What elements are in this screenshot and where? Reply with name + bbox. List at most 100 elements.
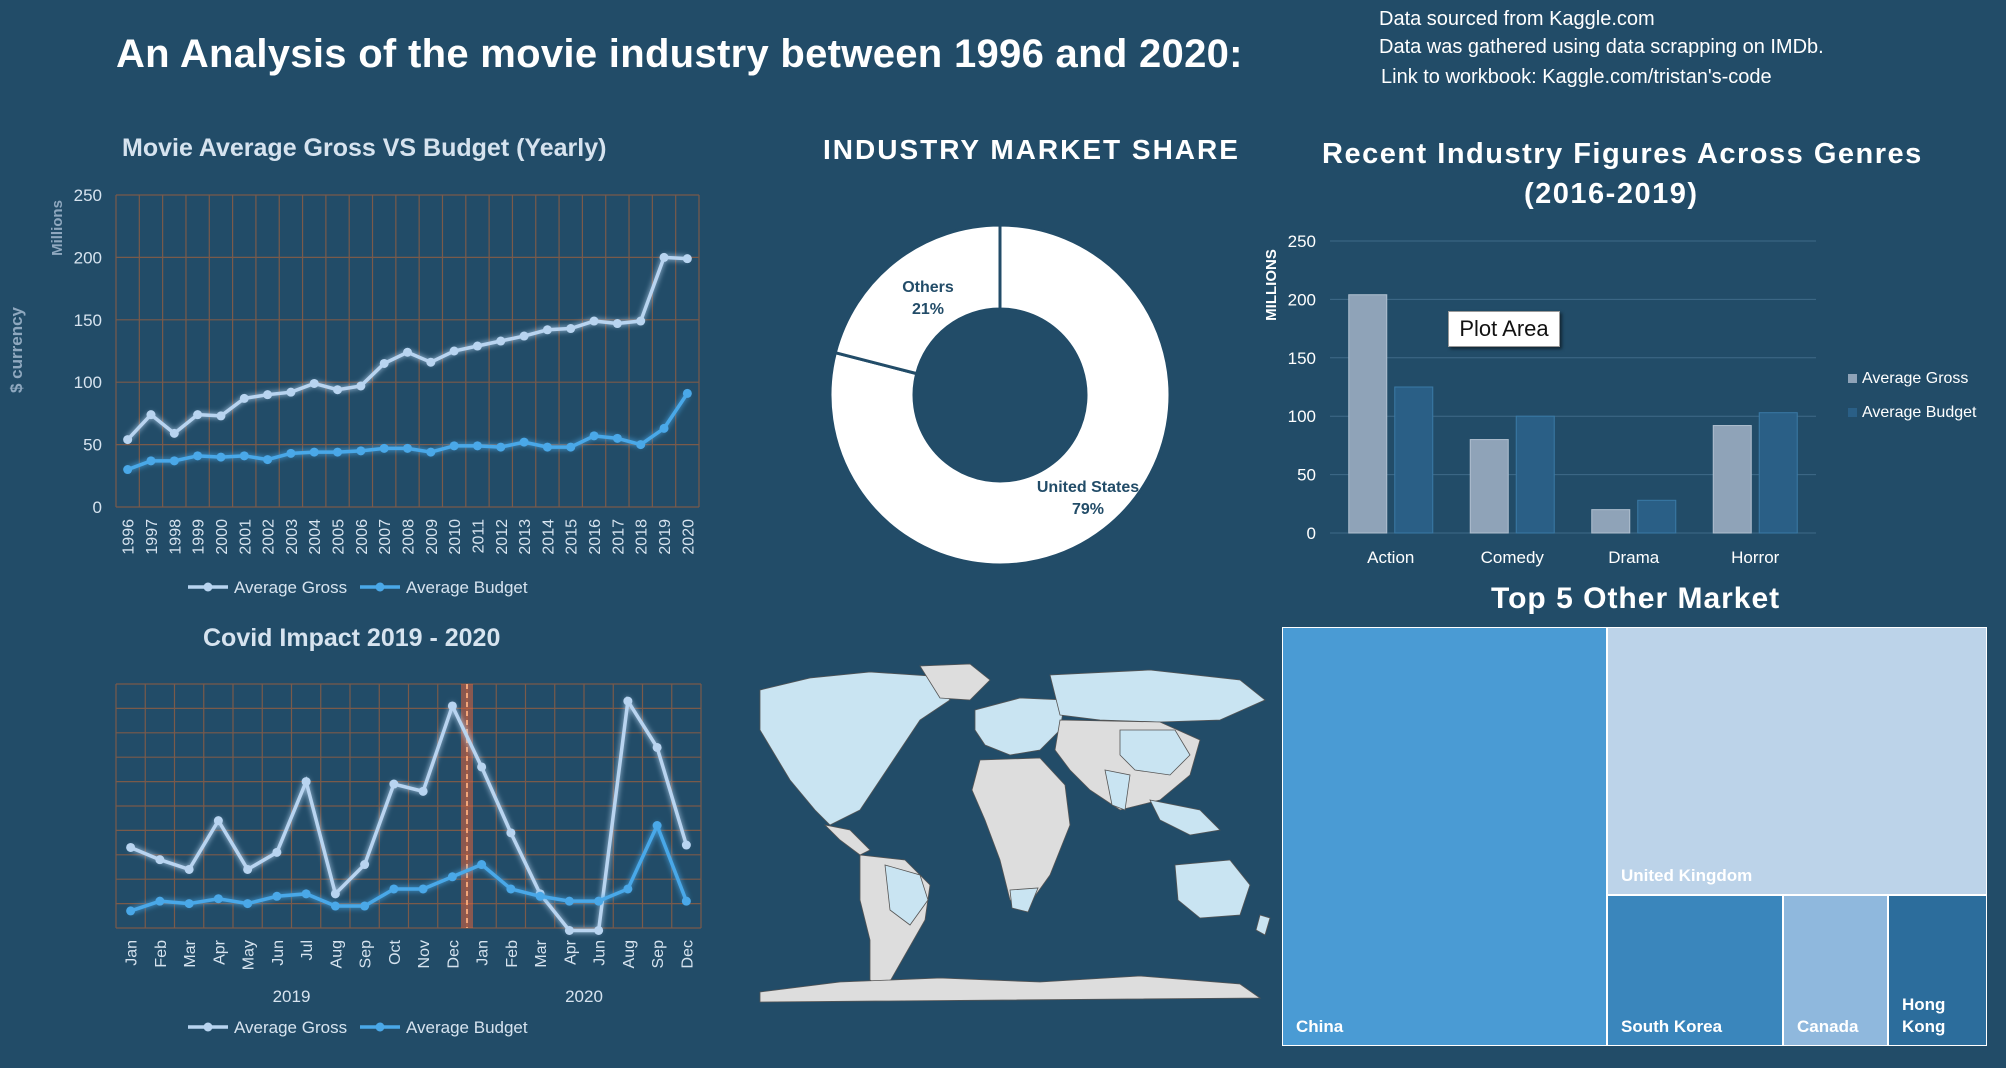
data-point <box>472 341 482 351</box>
map-brazil <box>884 864 929 926</box>
data-point <box>519 331 529 341</box>
data-point <box>426 357 436 367</box>
x-tick-label: Oct <box>387 939 404 964</box>
data-point <box>123 435 133 445</box>
data-point <box>184 864 194 874</box>
x-tick-label: 2008 <box>401 519 418 555</box>
data-point <box>360 901 370 911</box>
data-point <box>389 884 399 894</box>
data-point <box>243 899 253 909</box>
y-tick-label: 0 <box>93 498 102 517</box>
data-point <box>612 319 622 329</box>
map-new-zealand <box>1255 914 1271 936</box>
y-tick-label: 200 <box>1288 290 1316 309</box>
treemap-label: South Korea <box>1621 1017 1723 1036</box>
data-point <box>126 906 136 916</box>
y-tick-label: 50 <box>83 436 102 455</box>
x-tick-label: 2000 <box>214 519 231 555</box>
series-line-average-budget <box>127 392 689 472</box>
data-point <box>636 316 646 326</box>
data-point <box>594 925 604 935</box>
x-tick-label: Nov <box>416 940 433 968</box>
data-point <box>589 431 599 441</box>
map-china <box>1119 729 1191 776</box>
map-south-africa <box>1009 887 1039 913</box>
x-tick-label: 2005 <box>331 519 348 555</box>
x-tick-label: 2002 <box>261 519 278 555</box>
data-point <box>169 456 179 466</box>
data-point <box>272 891 282 901</box>
treemap-tile-china <box>1282 627 1608 1046</box>
data-point <box>272 847 282 857</box>
data-point <box>477 762 487 772</box>
top5-chart-title: Top 5 Other Market <box>1491 582 1781 615</box>
data-point <box>330 901 340 911</box>
data-point <box>379 358 389 368</box>
data-point <box>623 884 633 894</box>
map-antarctica <box>759 975 1262 1003</box>
x-tick-label: 2006 <box>354 519 371 555</box>
data-point <box>594 896 604 906</box>
map-africa <box>971 757 1071 911</box>
series-line-average-gross <box>129 696 689 933</box>
data-point <box>535 891 545 901</box>
data-point <box>309 447 319 457</box>
map-india <box>1104 769 1131 811</box>
x-tick-label: Mar <box>182 939 199 967</box>
data-point <box>213 894 223 904</box>
x-tick-label: 1999 <box>191 519 208 555</box>
x-tick-label: 2017 <box>610 519 627 555</box>
data-point <box>589 316 599 326</box>
y-axis-label: MILLIONS <box>1263 249 1280 321</box>
covid-chart-title: Covid Impact 2019 - 2020 <box>203 624 501 652</box>
legend-swatch <box>1848 374 1857 383</box>
data-point <box>447 872 457 882</box>
x-tick-label: Dec <box>679 940 696 968</box>
x-tick-label: 2003 <box>284 519 301 555</box>
x-tick-label: 2004 <box>307 519 324 555</box>
map-southeast-asia <box>1149 799 1221 836</box>
bar-average-gross <box>1712 425 1752 534</box>
data-point <box>360 860 370 870</box>
map-continents <box>759 663 1271 1003</box>
data-point <box>216 411 226 421</box>
data-point <box>652 742 662 752</box>
year-group-label: 2020 <box>565 987 603 1006</box>
legend-label: Average Gross <box>234 1018 347 1037</box>
legend-label: Average Gross <box>234 578 347 597</box>
legend-marker <box>203 1022 213 1032</box>
data-point <box>330 889 340 899</box>
x-tick-label: 2020 <box>680 519 697 555</box>
data-point <box>449 441 459 451</box>
market-share-donut: United States 79% Others 21% <box>828 223 1172 567</box>
data-point <box>239 393 249 403</box>
legend-label: Average Budget <box>406 578 528 597</box>
treemap-label: Canada <box>1797 1017 1859 1036</box>
data-point <box>449 346 459 356</box>
genres-chart-title: Recent Industry Figures Across Genres <box>1322 138 1923 170</box>
map-russia <box>1049 669 1266 723</box>
data-point <box>477 860 487 870</box>
x-tick-label: Feb <box>153 940 170 968</box>
series-line-average-budget <box>130 821 689 913</box>
x-tick-label: Horror <box>1731 548 1780 567</box>
data-point <box>155 896 165 906</box>
x-tick-label: 2014 <box>540 519 557 555</box>
data-point <box>309 378 319 388</box>
data-point <box>659 252 669 262</box>
data-point <box>155 855 165 865</box>
map-central-america <box>823 824 871 856</box>
data-point <box>506 884 516 894</box>
x-tick-label: Apr <box>211 939 228 965</box>
data-point <box>681 896 691 906</box>
data-point <box>184 899 194 909</box>
x-tick-label: 2015 <box>564 519 581 555</box>
data-point <box>216 452 226 462</box>
page-title: An Analysis of the movie industry betwee… <box>116 32 1243 76</box>
data-point <box>447 701 457 711</box>
data-point <box>496 442 506 452</box>
data-point <box>496 336 506 346</box>
source-line-3: Link to workbook: Kaggle.com/tristan's-c… <box>1381 66 1772 88</box>
donut-slice-others <box>833 223 1002 376</box>
x-tick-label: Jul <box>299 940 316 960</box>
